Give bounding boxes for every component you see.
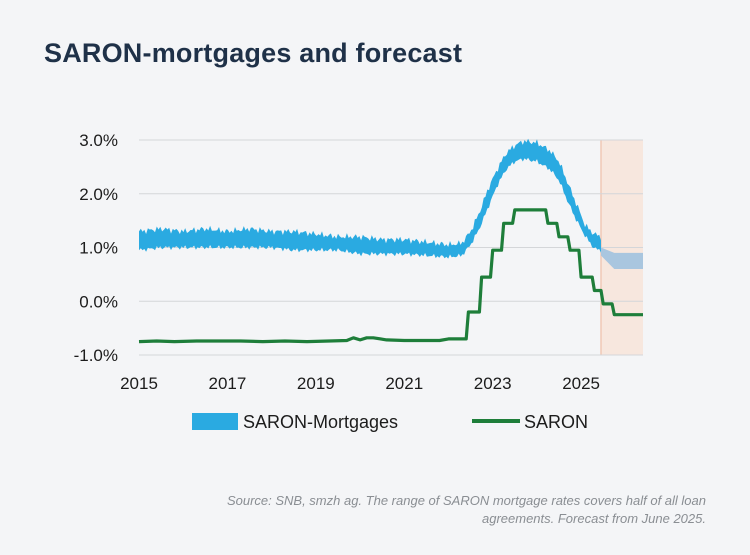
y-tick-label-2: 1.0% bbox=[79, 239, 118, 258]
series-saron-mortgages-band bbox=[139, 138, 601, 259]
y-tick-label-0: -1.0% bbox=[74, 346, 118, 365]
x-tick-label-2: 2019 bbox=[297, 374, 335, 393]
legend: SARON-Mortgages SARON bbox=[192, 412, 588, 432]
x-tick-label-3: 2021 bbox=[385, 374, 423, 393]
chart-title: SARON-mortgages and forecast bbox=[44, 38, 463, 68]
x-tick-label-1: 2017 bbox=[209, 374, 247, 393]
x-tick-label-5: 2025 bbox=[562, 374, 600, 393]
band-layer bbox=[139, 138, 643, 269]
x-tick-label-4: 2023 bbox=[474, 374, 512, 393]
series-saron-line bbox=[138, 208, 643, 344]
x-tick-label-0: 2015 bbox=[120, 374, 158, 393]
y-tick-label-3: 2.0% bbox=[79, 185, 118, 204]
source-note: Source: SNB, smzh ag. The range of SARON… bbox=[226, 493, 706, 526]
series-forecast-band bbox=[601, 247, 643, 269]
legend-swatch-band bbox=[192, 413, 238, 430]
line-layer bbox=[138, 208, 643, 344]
x-axis-ticks: 2015 2017 2019 2021 2023 2025 bbox=[120, 374, 600, 393]
y-tick-label-4: 3.0% bbox=[79, 131, 118, 150]
legend-label-saron-mortgages: SARON-Mortgages bbox=[243, 412, 398, 432]
y-axis-ticks: -1.0% 0.0% 1.0% 2.0% 3.0% bbox=[74, 131, 118, 365]
y-tick-label-1: 0.0% bbox=[79, 292, 118, 311]
legend-label-saron: SARON bbox=[524, 412, 588, 432]
